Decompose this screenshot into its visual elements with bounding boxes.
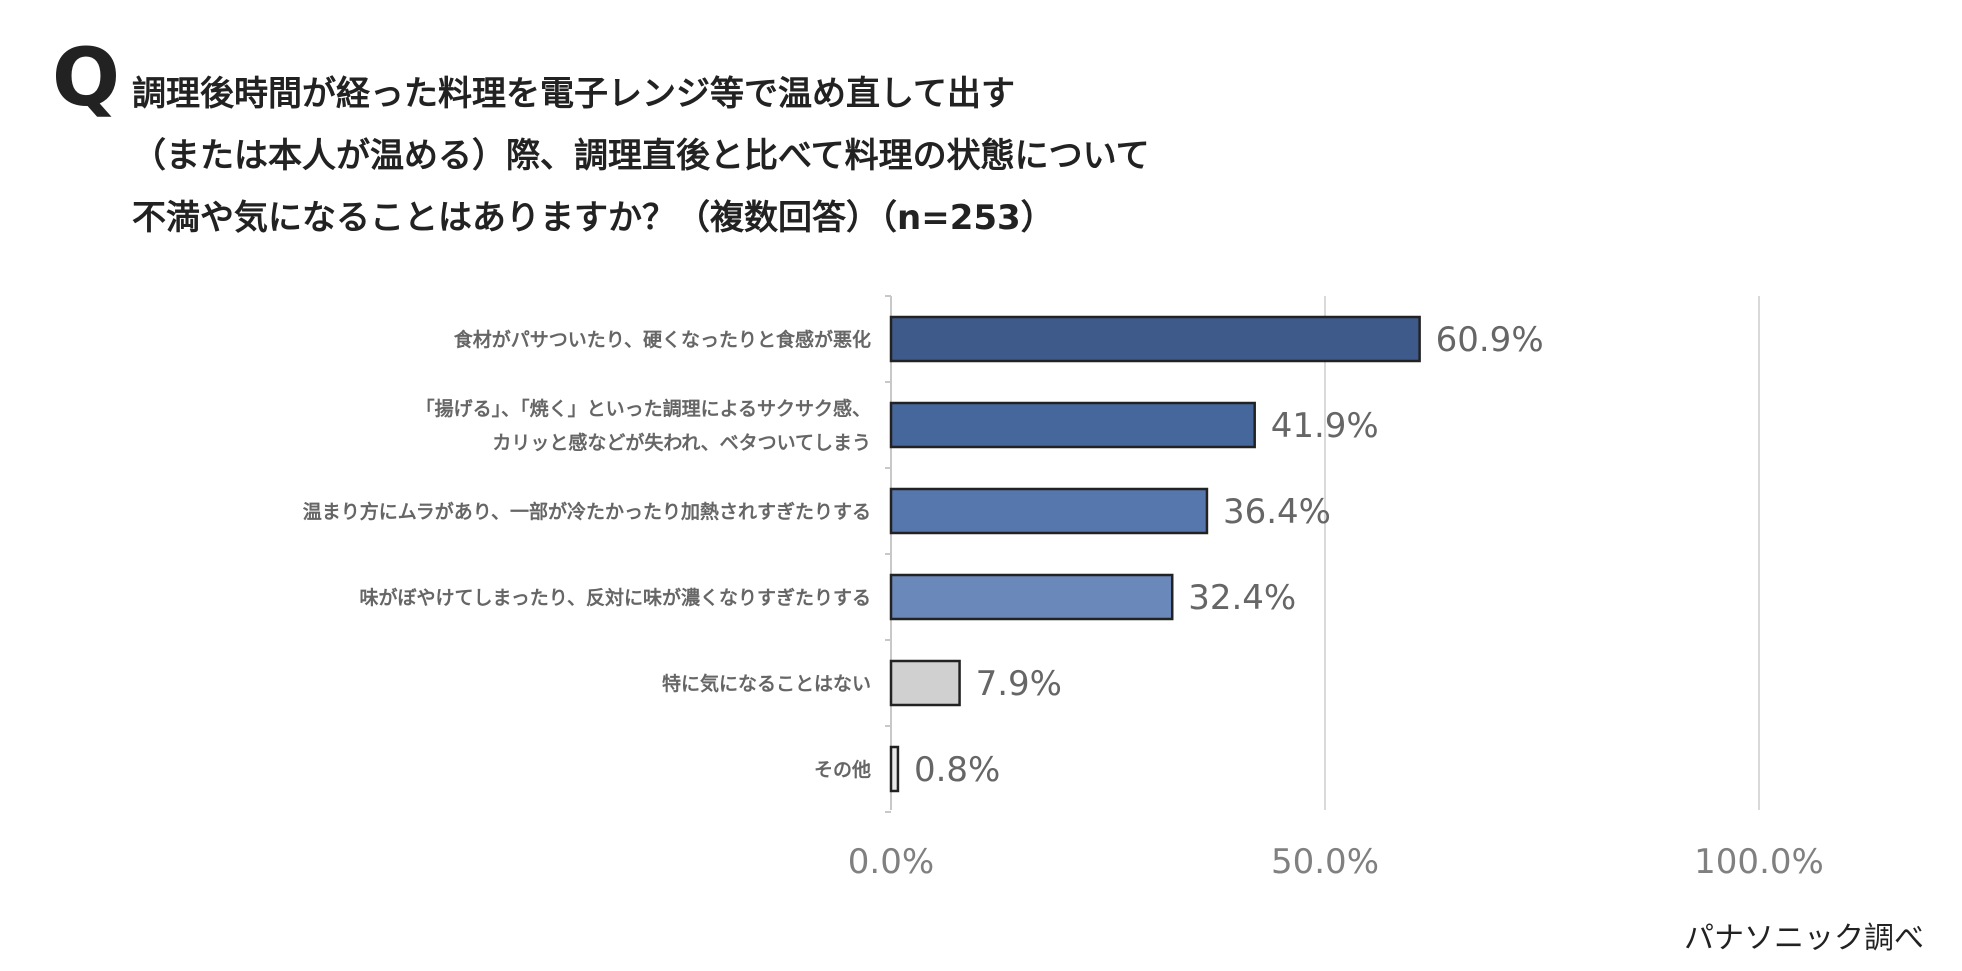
value-label-2: 36.4%	[1223, 492, 1331, 532]
bar-3	[889, 573, 1174, 621]
value-label-0: 60.9%	[1436, 320, 1544, 360]
bar-5	[889, 745, 900, 793]
value-label-3: 32.4%	[1188, 578, 1296, 618]
category-label-1-line-1: カリッと感などが失われ、ベタついてしまう	[492, 431, 871, 454]
bar-4	[889, 659, 961, 707]
bar-1	[889, 401, 1256, 449]
value-label-4: 7.9%	[976, 664, 1062, 704]
bar-2	[889, 487, 1209, 535]
category-label-4: 特に気になることはない	[662, 672, 871, 695]
category-label-2: 温まり方にムラがあり、一部が冷たかったり加熱されすぎたりする	[303, 500, 871, 523]
value-label-5: 0.8%	[914, 750, 1000, 790]
category-label-5: その他	[814, 758, 871, 781]
bar-0	[889, 315, 1421, 363]
x-tick-label-1: 50.0%	[1271, 842, 1379, 882]
question-line-3: 不満や気になることはありますか？（複数回答）（n=253）	[132, 198, 1055, 238]
category-label-3: 味がぼやけてしまったり、反対に味が濃くなりすぎたりする	[360, 586, 871, 609]
value-label-1: 41.9%	[1271, 406, 1379, 446]
x-tick-label-2: 100.0%	[1694, 842, 1824, 882]
question-line-1: 調理後時間が経った料理を電子レンジ等で温め直して出す	[132, 74, 1015, 114]
question-line-2: （または本人が温める）際、調理直後と比べて料理の状態について	[132, 136, 1150, 176]
category-label-0: 食材がパサついたり、硬くなったりと食感が悪化	[454, 328, 871, 351]
category-label-1-line-0: 「揚げる」、「焼く」といった調理によるサクサク感、	[416, 397, 871, 420]
source-note: パナソニック調べ	[1684, 921, 1924, 956]
question-mark-q: Q	[52, 31, 121, 124]
x-tick-label-0: 0.0%	[848, 842, 934, 882]
